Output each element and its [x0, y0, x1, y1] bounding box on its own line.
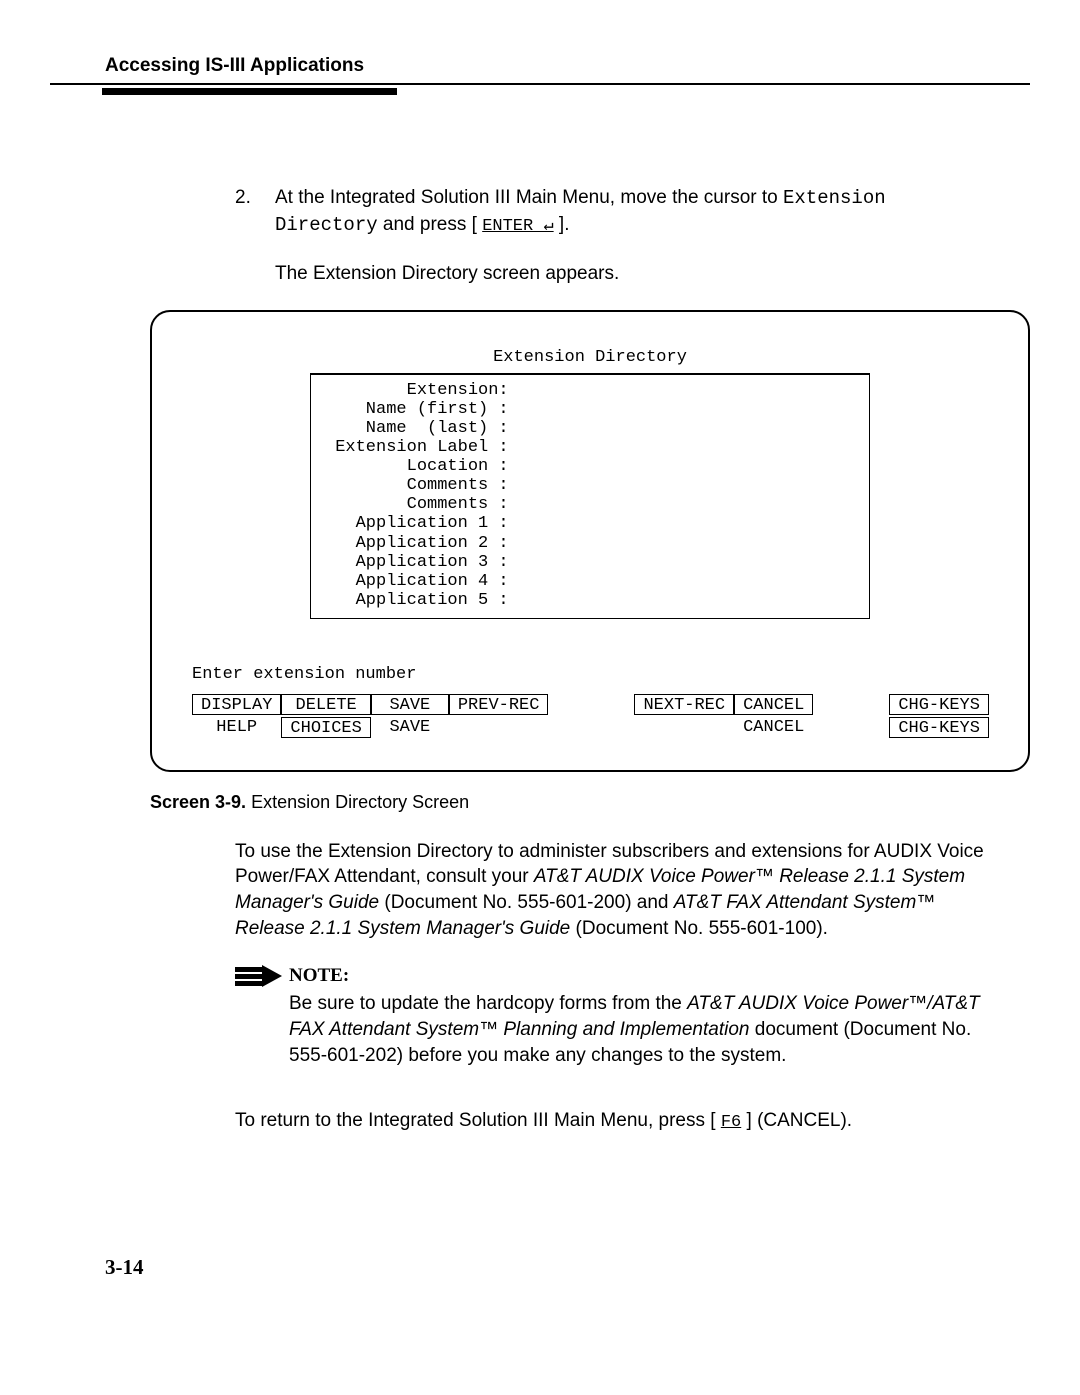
- form-line: Application 5 :: [325, 591, 855, 610]
- form-line: Application 2 :: [325, 534, 855, 553]
- step-text-after: ].: [554, 214, 570, 235]
- enter-key: ENTER ↵: [482, 217, 553, 236]
- form-line: Name (last) :: [325, 419, 855, 438]
- form-line: Application 3 :: [325, 553, 855, 572]
- fkey-col-5: NEXT-REC: [634, 694, 734, 738]
- fkey-display[interactable]: DISPLAY: [192, 694, 281, 715]
- note-body: Be sure to update the hardcopy forms fro…: [289, 991, 980, 1068]
- fkey-help: HELP: [192, 717, 281, 738]
- body1-t3: (Document No. 555-601-100).: [570, 918, 828, 939]
- form-line: Application 4 :: [325, 572, 855, 591]
- form-line: Location :: [325, 457, 855, 476]
- form-line: Comments :: [325, 476, 855, 495]
- body-para-2: To return to the Integrated Solution III…: [235, 1108, 1010, 1135]
- form-line: Name (first) :: [325, 400, 855, 419]
- step-mono-2: Directory: [275, 214, 378, 236]
- form-line: Application 1 :: [325, 514, 855, 533]
- fkey-prev-rec[interactable]: PREV-REC: [449, 694, 549, 715]
- fkey-cancel-alt: CANCEL: [734, 717, 813, 738]
- fkey-next-rec[interactable]: NEXT-REC: [634, 694, 734, 715]
- step-text-1: At the Integrated Solution III Main Menu…: [275, 187, 783, 208]
- page-number: 3-14: [105, 1255, 1030, 1280]
- fkey-gap-1: [548, 694, 634, 738]
- fkey-col-3: SAVE SAVE: [371, 694, 449, 738]
- caption-rest: Extension Directory Screen: [246, 792, 469, 812]
- fkey-col-4: PREV-REC: [449, 694, 549, 738]
- body-para-1: To use the Extension Directory to admini…: [235, 839, 1010, 942]
- fkey-col-1: DISPLAY HELP: [192, 694, 281, 738]
- figure-caption: Screen 3-9. Extension Directory Screen: [150, 792, 1030, 813]
- fkey-delete[interactable]: DELETE: [281, 694, 370, 715]
- fkey-col-6: CANCEL CANCEL: [734, 694, 813, 738]
- form-line: Extension Label :: [325, 438, 855, 457]
- fkey-chg-keys[interactable]: CHG-KEYS: [889, 694, 989, 715]
- fkey-cancel[interactable]: CANCEL: [734, 694, 813, 715]
- fkey-col-7: CHG-KEYS CHG-KEYS: [889, 694, 989, 738]
- fkey-save[interactable]: SAVE: [371, 694, 449, 715]
- terminal-figure: Extension Directory Extension: Name (fir…: [150, 310, 1030, 771]
- note-arrow-icon: [235, 965, 283, 987]
- step-mono-1: Extension: [783, 187, 886, 209]
- body2-t1: To return to the Integrated Solution III…: [235, 1110, 721, 1131]
- step-text-mid: and press [: [378, 214, 483, 235]
- body1-t2: (Document No. 555-601-200) and: [379, 892, 674, 913]
- fkey-gap-2: [813, 694, 889, 738]
- terminal-title: Extension Directory: [178, 348, 1002, 367]
- header-rules: [50, 83, 1030, 95]
- terminal-form-box: Extension: Name (first) : Name (last) : …: [310, 374, 870, 618]
- step-text: At the Integrated Solution III Main Menu…: [275, 185, 1010, 239]
- note-t1: Be sure to update the hardcopy forms fro…: [289, 993, 687, 1014]
- running-head: Accessing IS-III Applications: [105, 55, 1030, 77]
- note-head: NOTE:: [289, 965, 349, 987]
- fkey-chg-keys-alt[interactable]: CHG-KEYS: [889, 717, 989, 738]
- form-line: Extension:: [325, 381, 855, 400]
- fkey-choices[interactable]: CHOICES: [281, 717, 370, 738]
- terminal-prompt: Enter extension number: [178, 665, 1002, 684]
- note-block: NOTE: Be sure to update the hardcopy for…: [235, 965, 990, 1068]
- fkey-col-2: DELETE CHOICES: [281, 694, 370, 738]
- form-line: Comments :: [325, 495, 855, 514]
- step-number: 2.: [235, 185, 275, 239]
- body2-t2: ] (CANCEL).: [741, 1110, 852, 1131]
- terminal-screen: Extension Directory Extension: Name (fir…: [150, 310, 1030, 771]
- fkey-save-alt: SAVE: [371, 717, 449, 738]
- f6-key: F6: [721, 1113, 741, 1132]
- caption-bold: Screen 3-9.: [150, 792, 246, 812]
- fkey-row: DISPLAY HELP DELETE CHOICES SAVE SAVE PR…: [178, 694, 1002, 738]
- step-followup: The Extension Directory screen appears.: [275, 261, 1010, 287]
- step-2: 2. At the Integrated Solution III Main M…: [235, 185, 1010, 239]
